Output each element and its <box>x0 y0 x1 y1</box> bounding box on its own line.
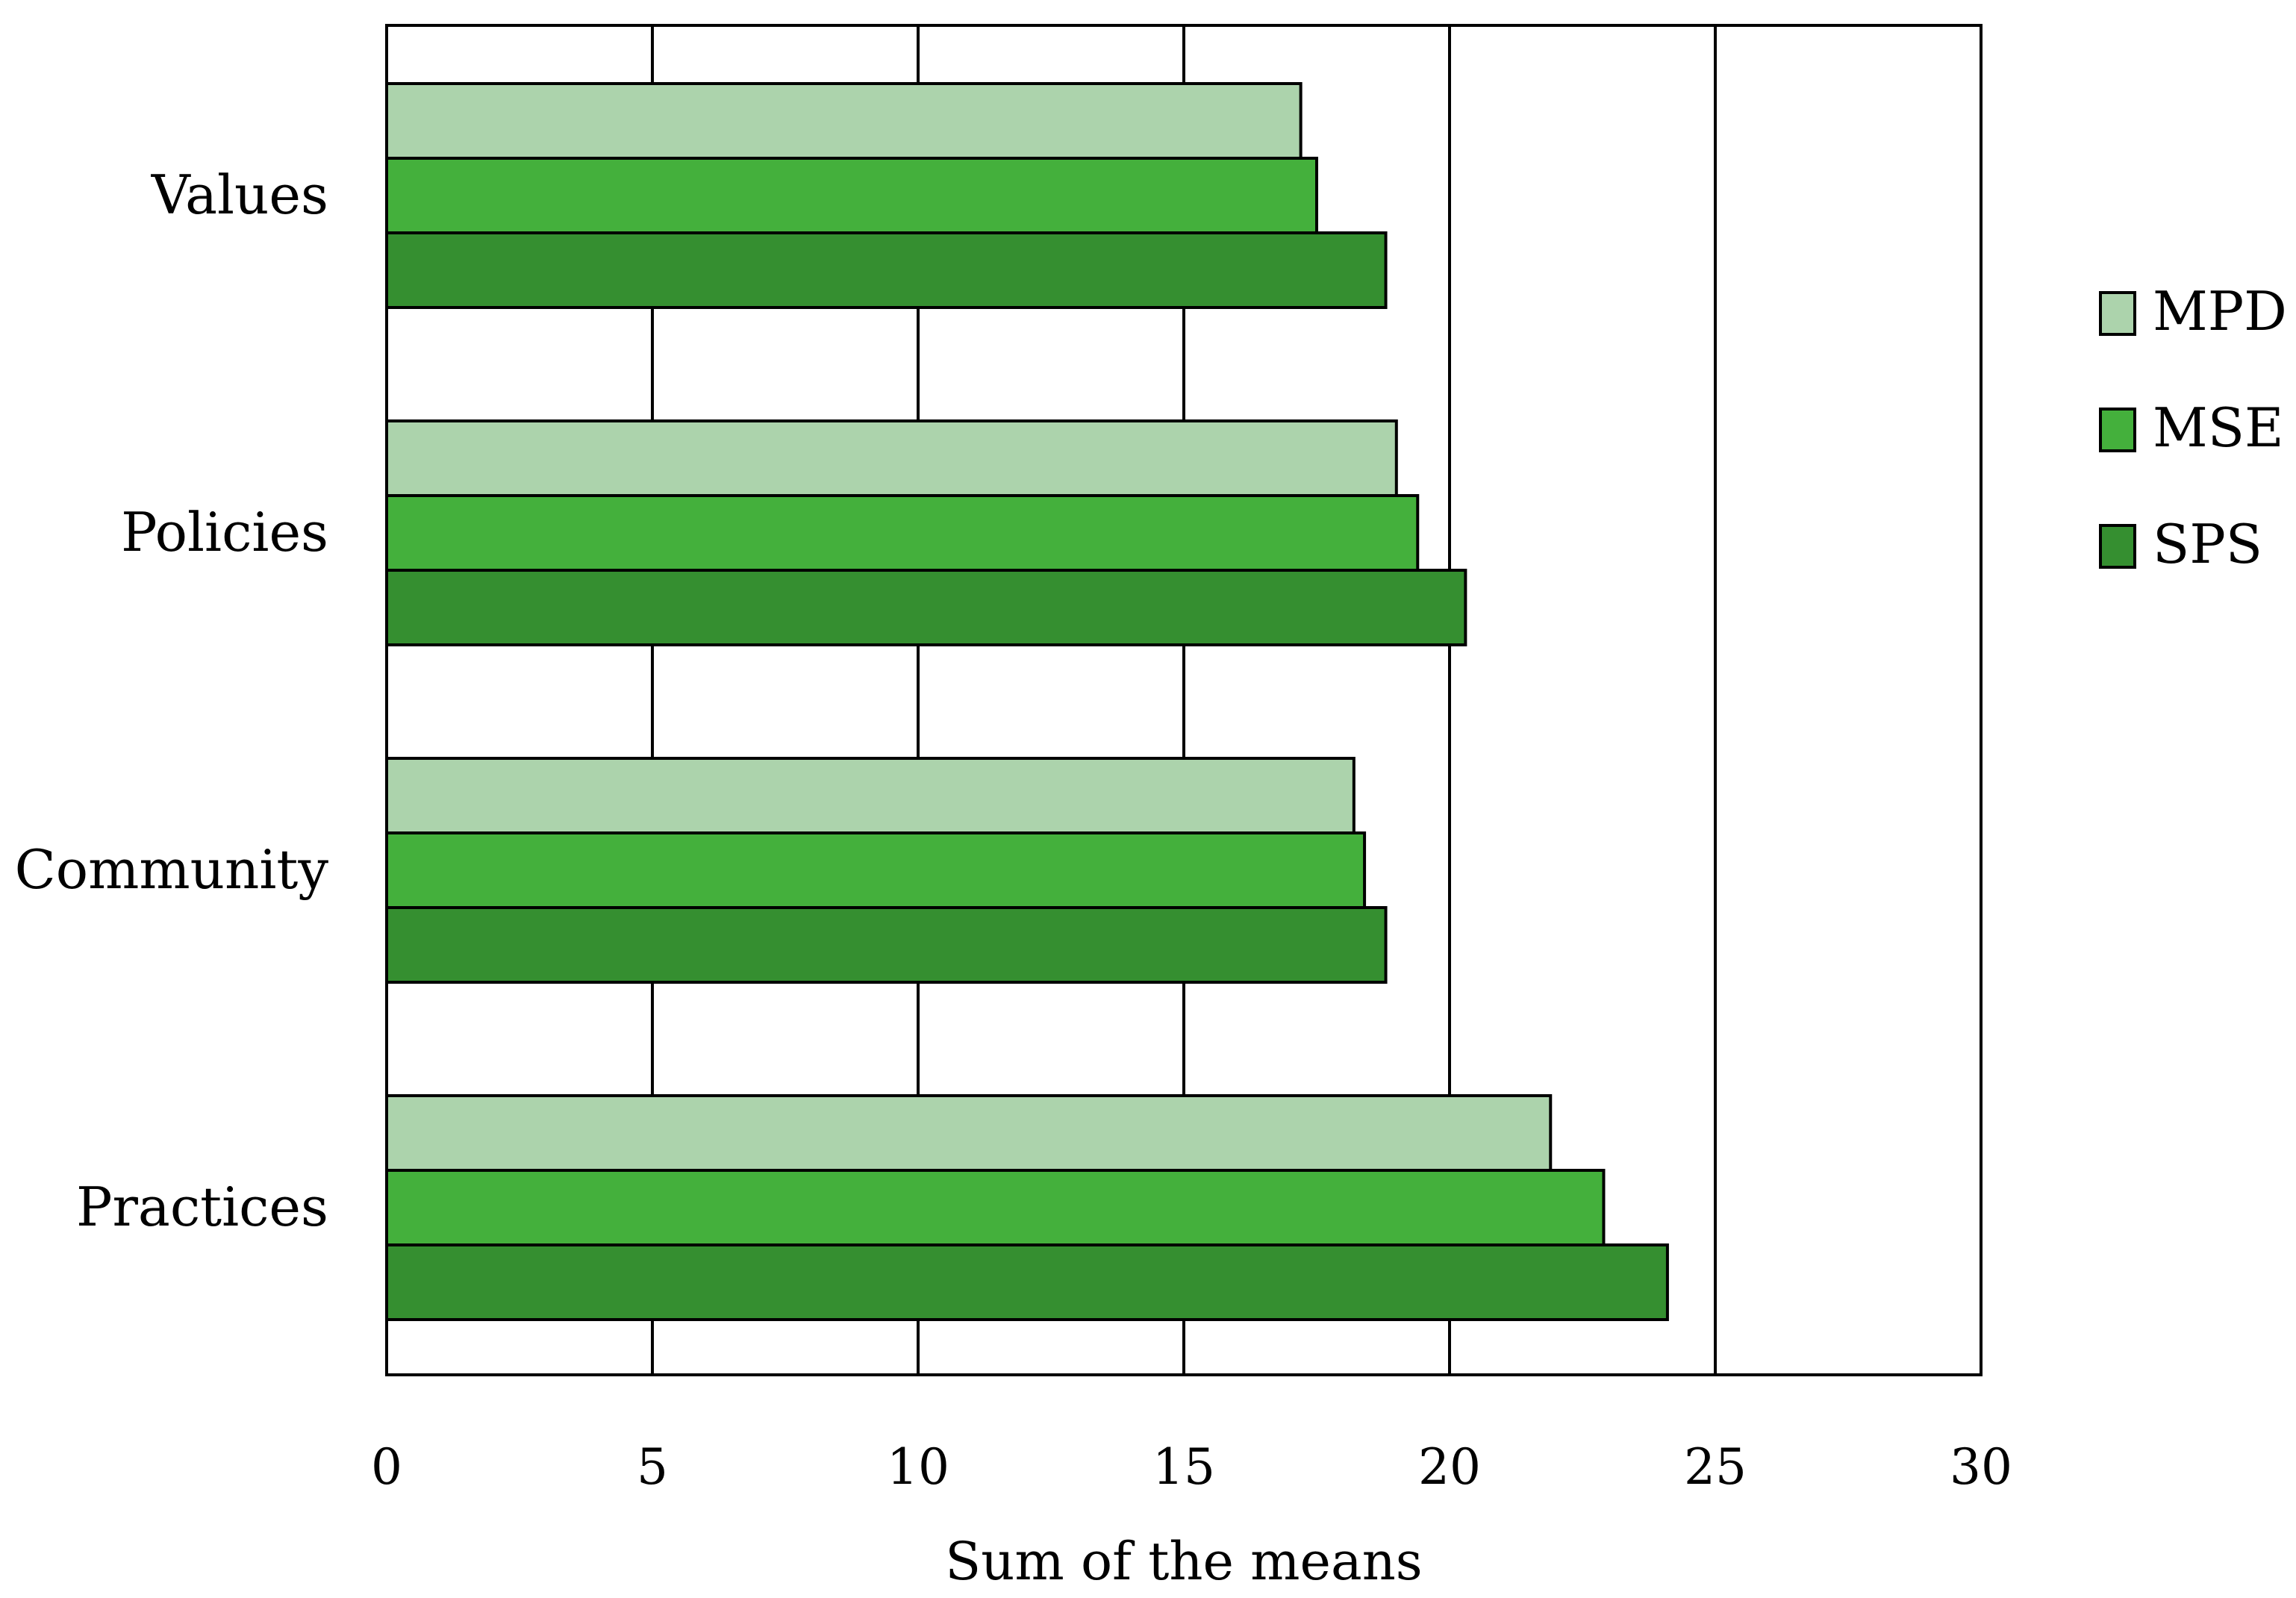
legend-swatch-mpd <box>2099 291 2136 336</box>
x-tick-labels: 0 5 10 15 20 25 30 <box>371 1438 2012 1496</box>
legend-label-mse: MSE <box>2153 396 2284 459</box>
x-tick-label: 25 <box>1684 1438 1747 1496</box>
category-labels: Values Policies Community Practices <box>15 163 329 1238</box>
bar-mse-community <box>385 831 1367 909</box>
x-tick-label: 5 <box>637 1438 668 1496</box>
category-label: Values <box>151 163 328 226</box>
x-tick-label: 10 <box>887 1438 949 1496</box>
bar-mpd-values <box>385 82 1303 160</box>
legend-swatch-sps <box>2099 524 2136 569</box>
plot-frame <box>385 24 1983 1376</box>
bar-mse-practices <box>385 1169 1606 1246</box>
category-label: Practices <box>76 1176 328 1238</box>
bars <box>385 82 1669 1321</box>
legend-label-mpd: MPD <box>2153 280 2287 343</box>
bar-sps-values <box>385 231 1388 309</box>
category-label: Community <box>15 838 329 901</box>
legend-swatch-mse <box>2099 408 2136 452</box>
bar-sps-practices <box>385 1243 1669 1321</box>
bar-mpd-policies <box>385 419 1398 497</box>
legend-label-sps: SPS <box>2153 513 2262 575</box>
category-label: Policies <box>121 501 328 564</box>
x-axis-title: Sum of the means <box>945 1531 1422 1592</box>
x-tick-label: 30 <box>1950 1438 2012 1496</box>
x-tick-label: 0 <box>371 1438 402 1496</box>
bar-mpd-practices <box>385 1094 1553 1172</box>
bar-mse-values <box>385 157 1318 234</box>
x-tick-label: 15 <box>1152 1438 1215 1496</box>
x-tick-label: 20 <box>1418 1438 1481 1496</box>
bar-mpd-community <box>385 757 1356 834</box>
legend: MPD MSE SPS <box>2099 280 2287 575</box>
bar-mse-policies <box>385 494 1420 572</box>
bar-sps-community <box>385 906 1388 984</box>
bar-sps-policies <box>385 569 1467 646</box>
